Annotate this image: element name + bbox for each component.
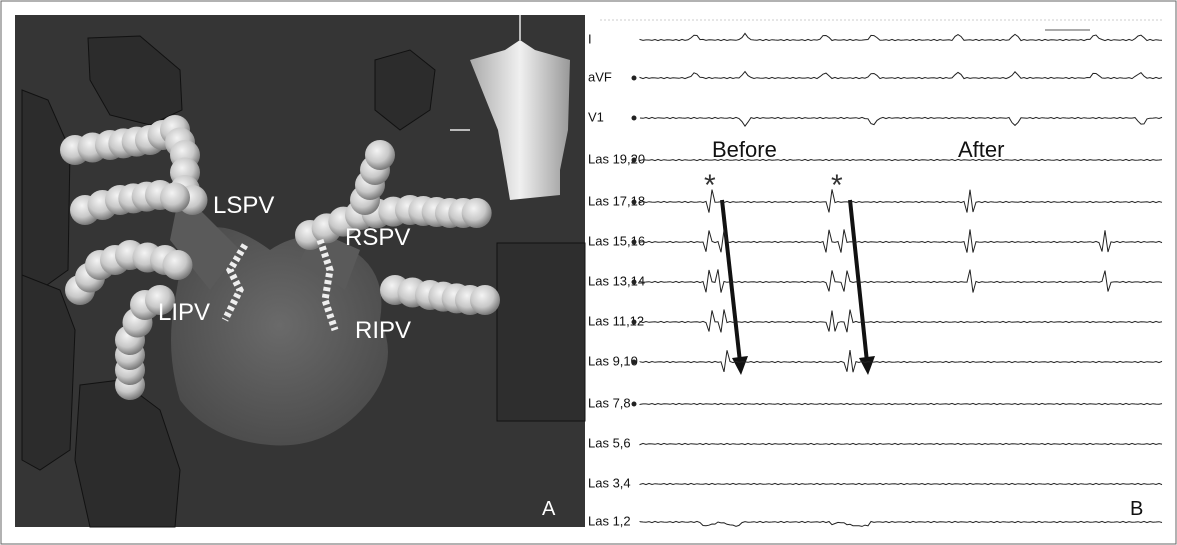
pv-label: LSPV [213, 192, 274, 219]
lead-label: Las 17,18 [588, 193, 645, 208]
lead-label: Las 19,20 [588, 151, 645, 166]
lead-label: Las 5,6 [588, 435, 631, 450]
lead-connector [631, 279, 637, 285]
lead-label: Las 9,10 [588, 353, 638, 368]
catheter-electrode [162, 250, 193, 280]
catheter-electrode [461, 198, 492, 228]
lead-connector [631, 359, 637, 365]
panel-a: LSPV RSPV LIPV RIPV A [15, 15, 586, 528]
lead-connector [631, 157, 637, 163]
marker: * [831, 169, 843, 202]
lead-label: Las 15,16 [588, 233, 645, 248]
pv-label: LIPV [158, 299, 210, 326]
ecg-trace [639, 482, 1163, 486]
ecg-trace [639, 70, 1163, 80]
ecg-trace [639, 402, 1163, 406]
lead-connector [631, 319, 637, 325]
catheter-electrode [365, 140, 395, 170]
ecg-trace [639, 116, 1163, 127]
lead-connector [631, 401, 637, 407]
ecg-trace [639, 309, 1163, 333]
lead-label: aVF [588, 69, 612, 84]
ecg-trace [639, 269, 1163, 293]
ecg-trace [639, 520, 1163, 527]
panel-letter: B [1130, 498, 1143, 520]
panel-letter: A [542, 498, 556, 520]
lead-label: Las 1,2 [588, 513, 631, 528]
pv-label: RIPV [355, 317, 411, 344]
catheter-electrode [470, 285, 500, 315]
ecg-trace [639, 189, 1163, 213]
lead-connector [631, 239, 637, 245]
before-label: Before [712, 137, 777, 162]
lead-label: Las 13,14 [588, 273, 645, 288]
lead-label: Las 3,4 [588, 475, 631, 490]
ecg-trace [639, 442, 1163, 446]
lead-label: Las 7,8 [588, 395, 631, 410]
after-label: After [958, 137, 1004, 162]
ecg-trace [639, 229, 1163, 253]
pv-label: RSPV [345, 224, 410, 251]
ecg-trace [639, 158, 1163, 162]
lead-connector [631, 199, 637, 205]
catheter-electrode [160, 182, 190, 213]
lead-connector [631, 75, 637, 81]
lead-label: Las 11,12 [588, 313, 644, 328]
catheter-electrode [145, 285, 175, 315]
ecg-trace [639, 350, 1163, 373]
lead-label: V1 [588, 109, 604, 124]
lead-connector [631, 115, 637, 121]
lead-label: I [588, 31, 592, 46]
ecg-trace [639, 32, 1163, 42]
